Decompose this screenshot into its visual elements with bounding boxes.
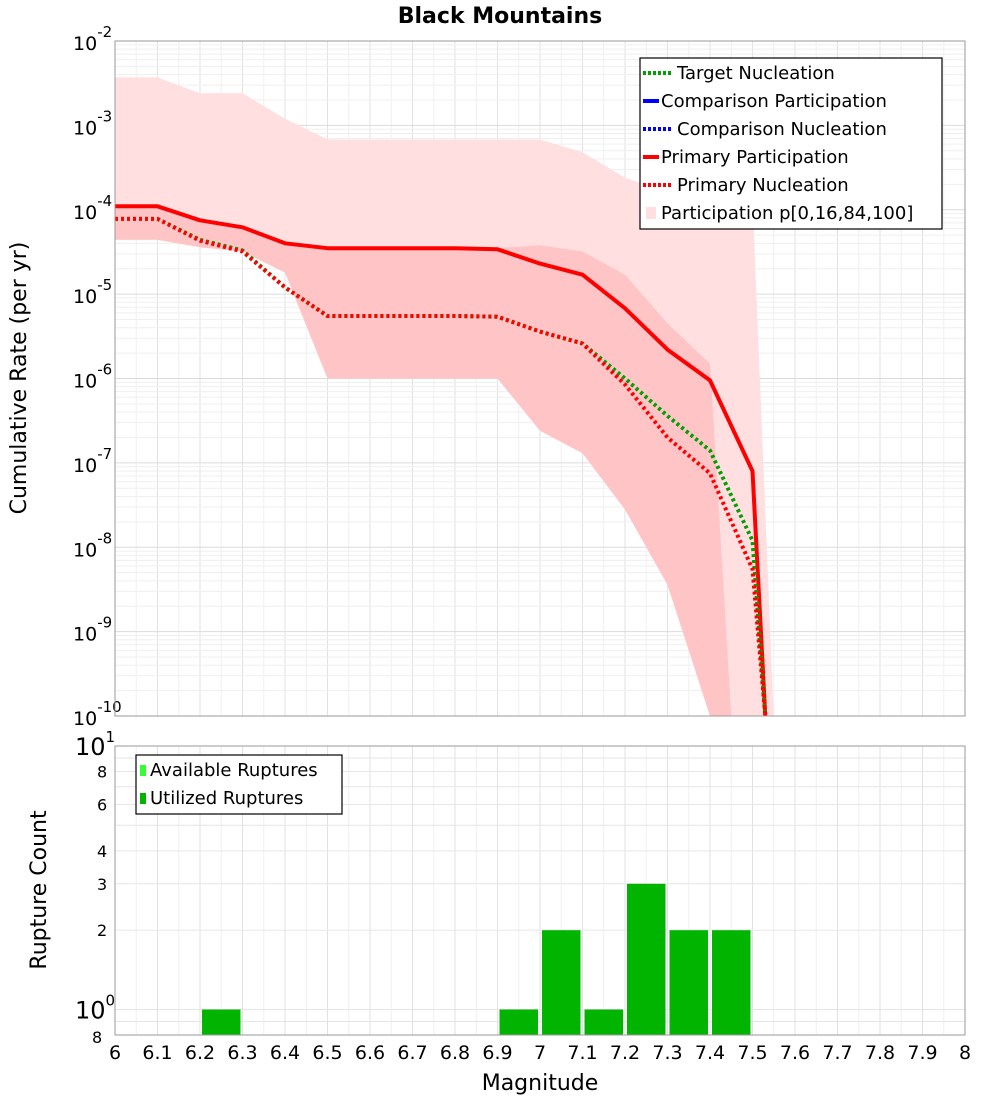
rate-y-tick-label: 10-10: [73, 698, 122, 730]
chart-title: Black Mountains: [398, 4, 602, 29]
band-p16-p84: [115, 206, 732, 717]
x-tick-label: 7.2: [610, 1042, 640, 1064]
rate-y-tick-label: 10-5: [73, 276, 112, 308]
count-bar: [712, 930, 751, 1035]
count-plot-frame: [114, 745, 966, 1036]
x-tick-label: 6.3: [227, 1042, 257, 1064]
count-legend-label: Available Ruptures: [150, 760, 318, 781]
count-legend: Available Ruptures Utilized Ruptures: [135, 754, 343, 815]
x-tick-label: 6.5: [312, 1042, 342, 1064]
count-bar: [499, 1009, 538, 1035]
x-tick-label: 6.4: [270, 1042, 300, 1064]
count-y-axis-label: Rupture Count: [27, 810, 52, 970]
legend-label-prim_part: Primary Participation: [661, 147, 849, 168]
rate-y-tick-exp: -7: [97, 445, 112, 463]
count-bar: [542, 930, 581, 1035]
count-bar: [202, 1009, 241, 1035]
rate-y-tick-exp: -3: [97, 107, 112, 125]
rate-lines: [115, 204, 768, 717]
rate-y-tick-exp: -5: [97, 276, 112, 294]
rate-plot-frame: [114, 40, 966, 717]
x-tick-label: 7.5: [737, 1042, 767, 1064]
x-tick-label: 7.3: [652, 1042, 682, 1064]
count-bar: [669, 930, 708, 1035]
rate-y-axis-label: Cumulative Rate (per yr): [7, 242, 32, 515]
rate-y-tick-label: 10-8: [73, 529, 112, 561]
x-tick-label: 7.7: [822, 1042, 852, 1064]
rate-y-tick-exp: -8: [97, 529, 112, 547]
x-tick-label: 6: [109, 1042, 121, 1064]
x-tick-labels: 6 6.1 6.2 6.3 6.4 6.5 6.6 6.7 6.8 6.9 7 7.1 7.2 7.3 7.…: [109, 1042, 971, 1064]
legend-label-comp_part: Comparison Participation: [661, 91, 887, 112]
count-y-tick-exp: 0: [106, 991, 116, 1009]
series-line-prim_nuc: [115, 216, 768, 717]
count-y-tick-label: 8: [92, 1028, 102, 1047]
rate-y-tick-exp: -2: [97, 23, 112, 41]
count-bars: [202, 883, 751, 1035]
x-tick-label: 6.6: [355, 1042, 385, 1064]
legend-swatch-band: [646, 207, 656, 219]
count-y-tick-label: 8: [97, 763, 107, 782]
count-bar: [627, 883, 666, 1035]
count-legend-label: Utilized Ruptures: [150, 788, 303, 809]
rate-legend: Target Nucleation Comparison Participatio…: [639, 57, 943, 230]
x-tick-label: 6.7: [397, 1042, 427, 1064]
rate-y-tick-exp: -6: [97, 361, 112, 379]
count-y-tick-label: 4: [97, 842, 107, 861]
band-p0-p100: [115, 77, 774, 716]
rate-legend-box: [639, 57, 943, 230]
x-tick-label: 6.1: [142, 1042, 172, 1064]
count-y-tick-label: 3: [97, 875, 107, 894]
rate-y-tick-label: 10-9: [73, 614, 112, 646]
x-tick-label: 7.4: [695, 1042, 725, 1064]
count-bar: [584, 1009, 623, 1035]
rate-y-tick-label: 10-3: [73, 107, 112, 139]
rate-y-tick-exp: -10: [97, 698, 122, 716]
legend-label-prim_nuc: Primary Nucleation: [677, 175, 849, 196]
x-tick-label: 7.9: [907, 1042, 937, 1064]
rate-y-tick-label: 10-4: [73, 192, 112, 224]
x-tick-label: 6.8: [440, 1042, 470, 1064]
count-legend-swatch: [140, 765, 146, 776]
legend-label-comp_nuc: Comparison Nucleation: [677, 119, 887, 140]
count-y-tick-label: 101: [75, 728, 115, 761]
rate-bands: [115, 77, 774, 717]
count-y-tick-label: 6: [97, 795, 107, 814]
x-axis-label: Magnitude: [482, 1071, 599, 1096]
count-legend-swatch: [140, 793, 146, 804]
x-tick-label: 6.2: [185, 1042, 215, 1064]
rate-y-tick-label: 10-6: [73, 361, 112, 393]
x-tick-label: 7.1: [567, 1042, 597, 1064]
x-tick-label: 8: [959, 1042, 971, 1064]
count-legend-box: [135, 754, 343, 815]
x-tick-label: 7.6: [780, 1042, 810, 1064]
rate-y-tick-exp: -9: [97, 614, 112, 632]
x-tick-label: 7.8: [865, 1042, 895, 1064]
legend-label-target_nuc: Target Nucleation: [676, 63, 835, 84]
x-tick-label: 6.9: [482, 1042, 512, 1064]
count-y-ticks: 8 100 2 3 4 6 8 101: [75, 728, 115, 1047]
count-y-tick-label: 100: [75, 991, 115, 1024]
count-y-tick-label: 2: [97, 921, 107, 940]
x-tick-label: 7: [534, 1042, 546, 1064]
rate-y-tick-label: 10-7: [73, 445, 112, 477]
rate-y-ticks: 10-2 10-3 10-4 10-5 10-6 10-7 10-8 10-9 10-10: [73, 23, 122, 730]
rate-y-tick-exp: -4: [97, 192, 112, 210]
legend-label-band: Participation p[0,16,84,100]: [661, 203, 913, 224]
series-line-prim_part: [115, 204, 768, 717]
rate-y-tick-label: 10-2: [73, 23, 112, 55]
count-y-tick-exp: 1: [106, 728, 116, 746]
